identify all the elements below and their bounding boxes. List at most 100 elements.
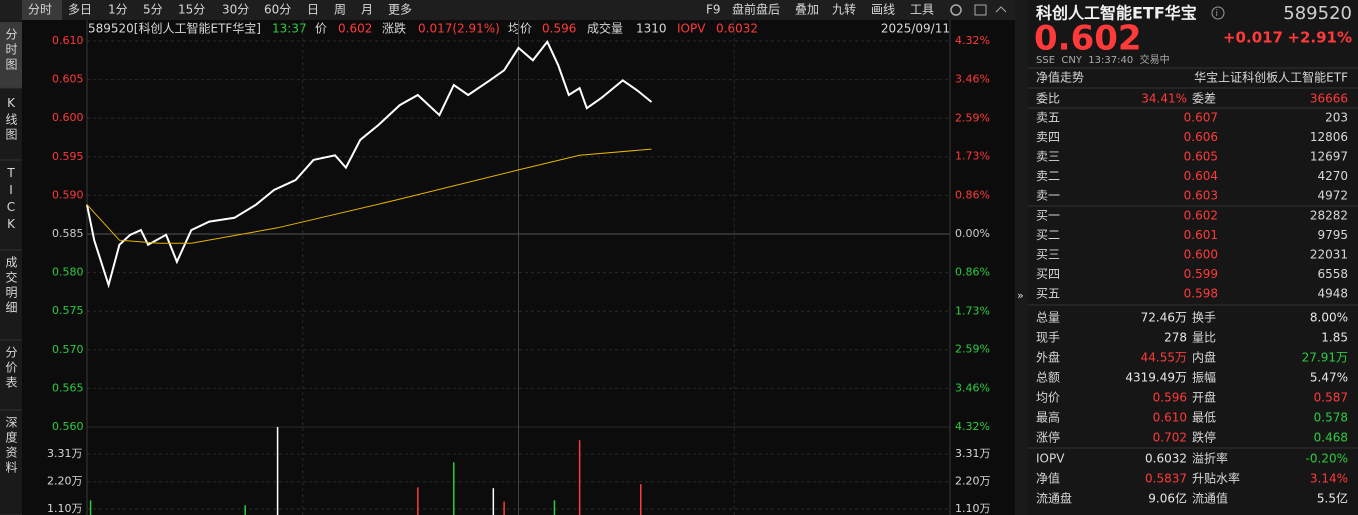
fund-code: 589520 [1283,3,1352,24]
stat-label: 外盘 [1036,350,1060,365]
stat-value: 5.5亿 [1317,491,1348,506]
book-volume: 12697 [1310,150,1348,164]
price-tick-label: 0.610 [52,34,84,47]
toolbar-button[interactable]: F9 [706,3,721,17]
percent-tick-label: 4.32% [955,34,990,47]
stat-value: 9.06亿 [1148,491,1187,506]
toolbar-button[interactable]: 1分 [108,3,128,17]
market-status: SSE CNY 13:37:40 交易中 [1036,53,1170,66]
stat-label: 量比 [1192,331,1216,345]
volume-tick-label: 2.20万 [47,475,83,488]
stat-value: 4319.49万 [1125,371,1187,385]
percent-tick-label: 2.59% [955,343,990,356]
toolbar-button[interactable]: 工具 [910,3,934,17]
book-label: 买五 [1036,287,1060,301]
stat-value: 3.14% [1310,472,1348,486]
toolbar-button[interactable]: 15分 [178,3,205,17]
side-tab[interactable]: K线图 [4,96,18,143]
toolbar-button[interactable]: 分时 [28,3,52,17]
percent-tick-label: 0.86% [955,189,990,202]
book-price: 0.600 [1184,248,1218,262]
volume-tick-label: 1.10万 [47,502,83,515]
toolbar-button[interactable]: 周 [334,3,346,17]
price-tick-label: 0.590 [52,188,84,201]
book-price: 0.598 [1184,287,1218,301]
price-tick-label: 0.595 [52,150,84,163]
stat-label: 流通值 [1192,491,1228,506]
settings-icon[interactable] [950,4,962,16]
price-tick-label: 0.605 [52,73,84,86]
book-price: 0.605 [1184,150,1218,164]
info-iopv-label: IOPV [677,22,706,36]
percent-tick-label: 0.86% [955,265,990,278]
active-tab [22,0,62,20]
book-volume: 4270 [1317,169,1348,183]
info-icon[interactable] [1211,6,1225,20]
stat-value: 1.85 [1321,331,1348,345]
book-volume: 9795 [1317,228,1348,242]
toolbar-button[interactable]: 60分 [264,3,291,17]
stat-value: -0.20% [1306,452,1348,466]
toolbar-button[interactable]: 画线 [871,3,895,17]
stat-value: 8.00% [1310,311,1348,325]
side-tab[interactable]: 深度资料 [4,416,18,476]
percent-tick-label: 1.73% [955,150,990,163]
stat-label: 换手 [1192,311,1216,325]
stat-label: 内盘 [1192,350,1216,365]
book-label: 卖三 [1036,150,1060,164]
window-icon[interactable] [974,4,987,16]
toolbar [0,0,1015,20]
stat-label: 总额 [1036,371,1060,385]
percent-tick-label: 3.46% [955,72,990,85]
side-tab[interactable]: 分时图 [4,28,18,73]
stat-value: 0.5837 [1145,472,1187,486]
info-price: 0.602 [338,22,372,36]
splitter[interactable] [1015,0,1028,515]
toolbar-button[interactable]: 月 [361,3,373,17]
price-tick-label: 0.585 [52,227,84,240]
toolbar-button[interactable]: 更多 [388,3,412,17]
info-change-label: 涨跌 [382,21,406,36]
info-avg-label: 均价 [508,22,532,36]
price-tick-label: 0.565 [52,381,84,394]
percent-tick-label: 0.00% [955,227,990,240]
stat-value: 0.578 [1314,411,1348,425]
side-tabs [0,20,22,515]
info-icon-glyph: i [1216,9,1219,19]
toolbar-button[interactable]: 盘前盘后 [732,2,780,17]
toolbar-button[interactable]: 叠加 [795,3,819,17]
book-label: 卖一 [1036,189,1060,203]
side-tab[interactable]: 成交明细 [4,256,18,316]
book-price: 0.606 [1184,130,1218,144]
book-volume: 203 [1325,111,1348,125]
book-volume: 12806 [1310,130,1348,144]
percent-tick-label: 1.73% [955,304,990,317]
price-tick-label: 0.600 [52,111,84,124]
book-price: 0.604 [1184,169,1218,183]
collapse-arrow[interactable]: » [1017,289,1024,302]
nav-trend[interactable]: 净值走势 [1036,70,1084,85]
ratio-label: 委比 [1036,92,1060,106]
price-change: +0.017 [1223,29,1283,47]
stat-label: 涨停 [1036,430,1060,445]
book-volume: 28282 [1310,209,1348,223]
toolbar-button[interactable]: 九转 [832,2,856,17]
stat-value: 0.468 [1314,431,1348,445]
toolbar-button[interactable]: 5分 [143,3,163,17]
average-price-line [86,148,652,244]
change-percent: +2.91% [1287,29,1352,47]
toolbar-button[interactable]: 日 [307,3,319,17]
fund-full-name: 华宝上证科创板人工智能ETF [1194,70,1348,85]
price-tick-label: 0.560 [52,420,84,433]
toolbar-button[interactable]: 多日 [68,3,92,17]
book-volume: 6558 [1317,267,1348,281]
stat-value: 278 [1164,331,1187,345]
volume-tick-label: 3.31万 [47,447,83,460]
quote-panel [1028,0,1358,515]
info-date: 2025/09/11 [881,22,950,36]
side-tab[interactable]: 分价表 [4,346,18,391]
toolbar-button[interactable]: 30分 [222,3,249,17]
collapse-icon[interactable] [995,6,1007,13]
price-tick-label: 0.575 [52,304,84,317]
side-tab[interactable]: TICK [4,166,18,234]
